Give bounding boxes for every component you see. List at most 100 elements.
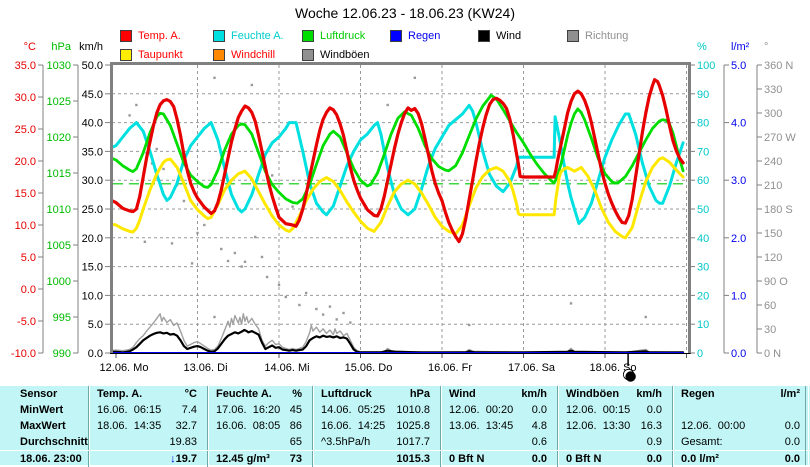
richtung-dot	[243, 260, 247, 263]
wind-tick-label: 5.0	[88, 319, 103, 331]
richtung-dot	[291, 205, 294, 208]
table-cell-feuchte-a: 12.45 g/m³ 73	[207, 451, 312, 467]
wind-tick-label: 40.0	[82, 118, 103, 130]
legend-label: Regen	[408, 30, 441, 42]
direction-unit-label: °	[764, 41, 768, 53]
cell-text: 12.06. 00:20	[449, 404, 514, 416]
table-cell-luftdruck: Luftdruck hPa	[312, 386, 440, 402]
rain-tick-label: 3.0	[731, 175, 746, 187]
table-cell-regen: Regen l/m²	[672, 386, 810, 402]
direction-tick-label: 90 O	[764, 276, 788, 288]
richtung-dot	[342, 311, 345, 315]
cell-value: 45	[289, 404, 302, 416]
cell-text: Regen	[681, 388, 715, 400]
cell-value: 0.0	[784, 453, 800, 465]
cell-text: Gesamt:	[681, 436, 723, 448]
humidity-tick-label: 90	[697, 89, 709, 101]
direction-tick-label: 120	[764, 252, 782, 264]
richtung-dot	[155, 147, 158, 151]
row-label: 18.06. 23:00	[20, 453, 82, 465]
richtung-dot	[298, 303, 301, 307]
direction-tick-label: 0 N	[764, 348, 781, 360]
cell-text: ^3.5hPa/h	[321, 436, 371, 448]
legend-item-windchill: Windchill	[213, 49, 275, 61]
wind-series-line	[111, 328, 685, 354]
windchill-swatch-icon	[213, 49, 225, 61]
legend-label: Richtung	[585, 30, 629, 42]
cell-value: 0.0	[784, 420, 800, 432]
richtung-dot	[335, 318, 338, 321]
cell-text: 16.06. 14:25	[321, 420, 386, 432]
richtung-dot	[250, 83, 254, 87]
cell-value: ↓19.7	[170, 453, 197, 465]
dewpoint-series-line	[111, 156, 685, 240]
table-cell-temp-a: 16.06. 06:15 7.4	[88, 402, 207, 418]
cell-value: 65	[289, 436, 302, 448]
cell-value: 0.0	[531, 453, 547, 465]
pressure-tick-label: 1005	[47, 240, 71, 252]
cell-value: 1017.7	[396, 436, 430, 448]
richtung-dot	[569, 302, 573, 305]
cell-value: %	[292, 388, 302, 400]
richtung-dot	[304, 291, 308, 295]
wind-tick-label: 30.0	[82, 175, 103, 187]
day-label: 17.06. Sa	[508, 362, 556, 374]
humidity-tick-label: 100	[697, 60, 715, 72]
richtung-dot	[143, 240, 147, 243]
temp-tick-label: 5.0	[21, 252, 36, 264]
day-label: 16.06. Fr	[428, 362, 472, 374]
table-row-durchschnitt: Durchschnitt 19.83 65 ^3.5hPa/h 1017.7 0.6 0.9…	[0, 434, 810, 450]
richtung-dot	[265, 275, 269, 279]
table-cell-regen: 12.06. 00:00 0.0	[672, 418, 810, 434]
temp-tick-label: 0.0	[21, 284, 36, 296]
cell-text: Feuchte A.	[216, 388, 272, 400]
cell-value: km/h	[636, 388, 662, 400]
moon-phase-icon	[625, 371, 636, 382]
legend-label: Windböen	[320, 49, 370, 61]
wind-tick-label: 10.0	[82, 290, 103, 302]
taupunkt-swatch-icon	[120, 49, 132, 61]
legend-item-windb-en: Windböen	[302, 49, 370, 61]
direction-tick-label: 60	[764, 300, 776, 312]
richtung-dot	[233, 251, 237, 255]
windb-en-swatch-icon	[302, 49, 314, 61]
cell-text: 0 Bft N	[449, 453, 485, 465]
table-cell-temp-a: 18.06. 14:35 32.7	[88, 418, 207, 434]
richtung-dot	[213, 76, 216, 79]
direction-tick-label: 300	[764, 108, 782, 120]
richtung-dot	[162, 167, 165, 171]
legend-item-regen: Regen	[390, 30, 440, 42]
temp-series-line	[111, 78, 685, 244]
humidity-tick-label: 80	[697, 118, 709, 130]
richtung-dot	[170, 242, 174, 245]
cell-text: 17.06. 16:20	[216, 404, 281, 416]
day-label: 15.06. Do	[345, 362, 393, 374]
wind-tick-label: 0.0	[88, 348, 103, 360]
legend-item-luftdruck: Luftdruck	[302, 30, 365, 42]
temp-tick-label: -5.0	[17, 316, 36, 328]
humidity-tick-label: 50	[697, 204, 709, 216]
table-cell-windb-en: 12.06. 00:15 0.0	[557, 402, 672, 418]
table-cell-wind: 0 Bft N 0.0	[440, 451, 557, 467]
cell-text: Wind	[449, 388, 476, 400]
table-end-separator	[805, 386, 809, 465]
table-cell-regen: Gesamt: 0.0	[672, 434, 810, 450]
falling-arrow-icon: ↓	[170, 453, 176, 465]
cell-text: 12.06. 00:15	[566, 404, 631, 416]
direction-tick-label: 180 S	[764, 204, 793, 216]
richtung-dot	[315, 307, 318, 311]
richtung-dot	[386, 103, 389, 107]
cell-text: Windböen	[566, 388, 620, 400]
rain-unit-label: l/m²	[731, 41, 750, 53]
table-cell-windb-en: 0.9	[557, 434, 672, 450]
temp-unit-label: °C	[24, 41, 36, 53]
richtung-dot	[203, 223, 206, 227]
cell-value: l/m²	[780, 388, 800, 400]
cell-value: 0.0	[646, 453, 662, 465]
humidity-tick-label: 70	[697, 146, 709, 158]
legend-label: Luftdruck	[320, 30, 366, 42]
table-cell-regen	[672, 402, 810, 418]
cell-value: 73	[289, 453, 302, 465]
richtung-dot	[220, 247, 223, 251]
legend-item-feuchte-a: Feuchte A.	[213, 30, 284, 42]
